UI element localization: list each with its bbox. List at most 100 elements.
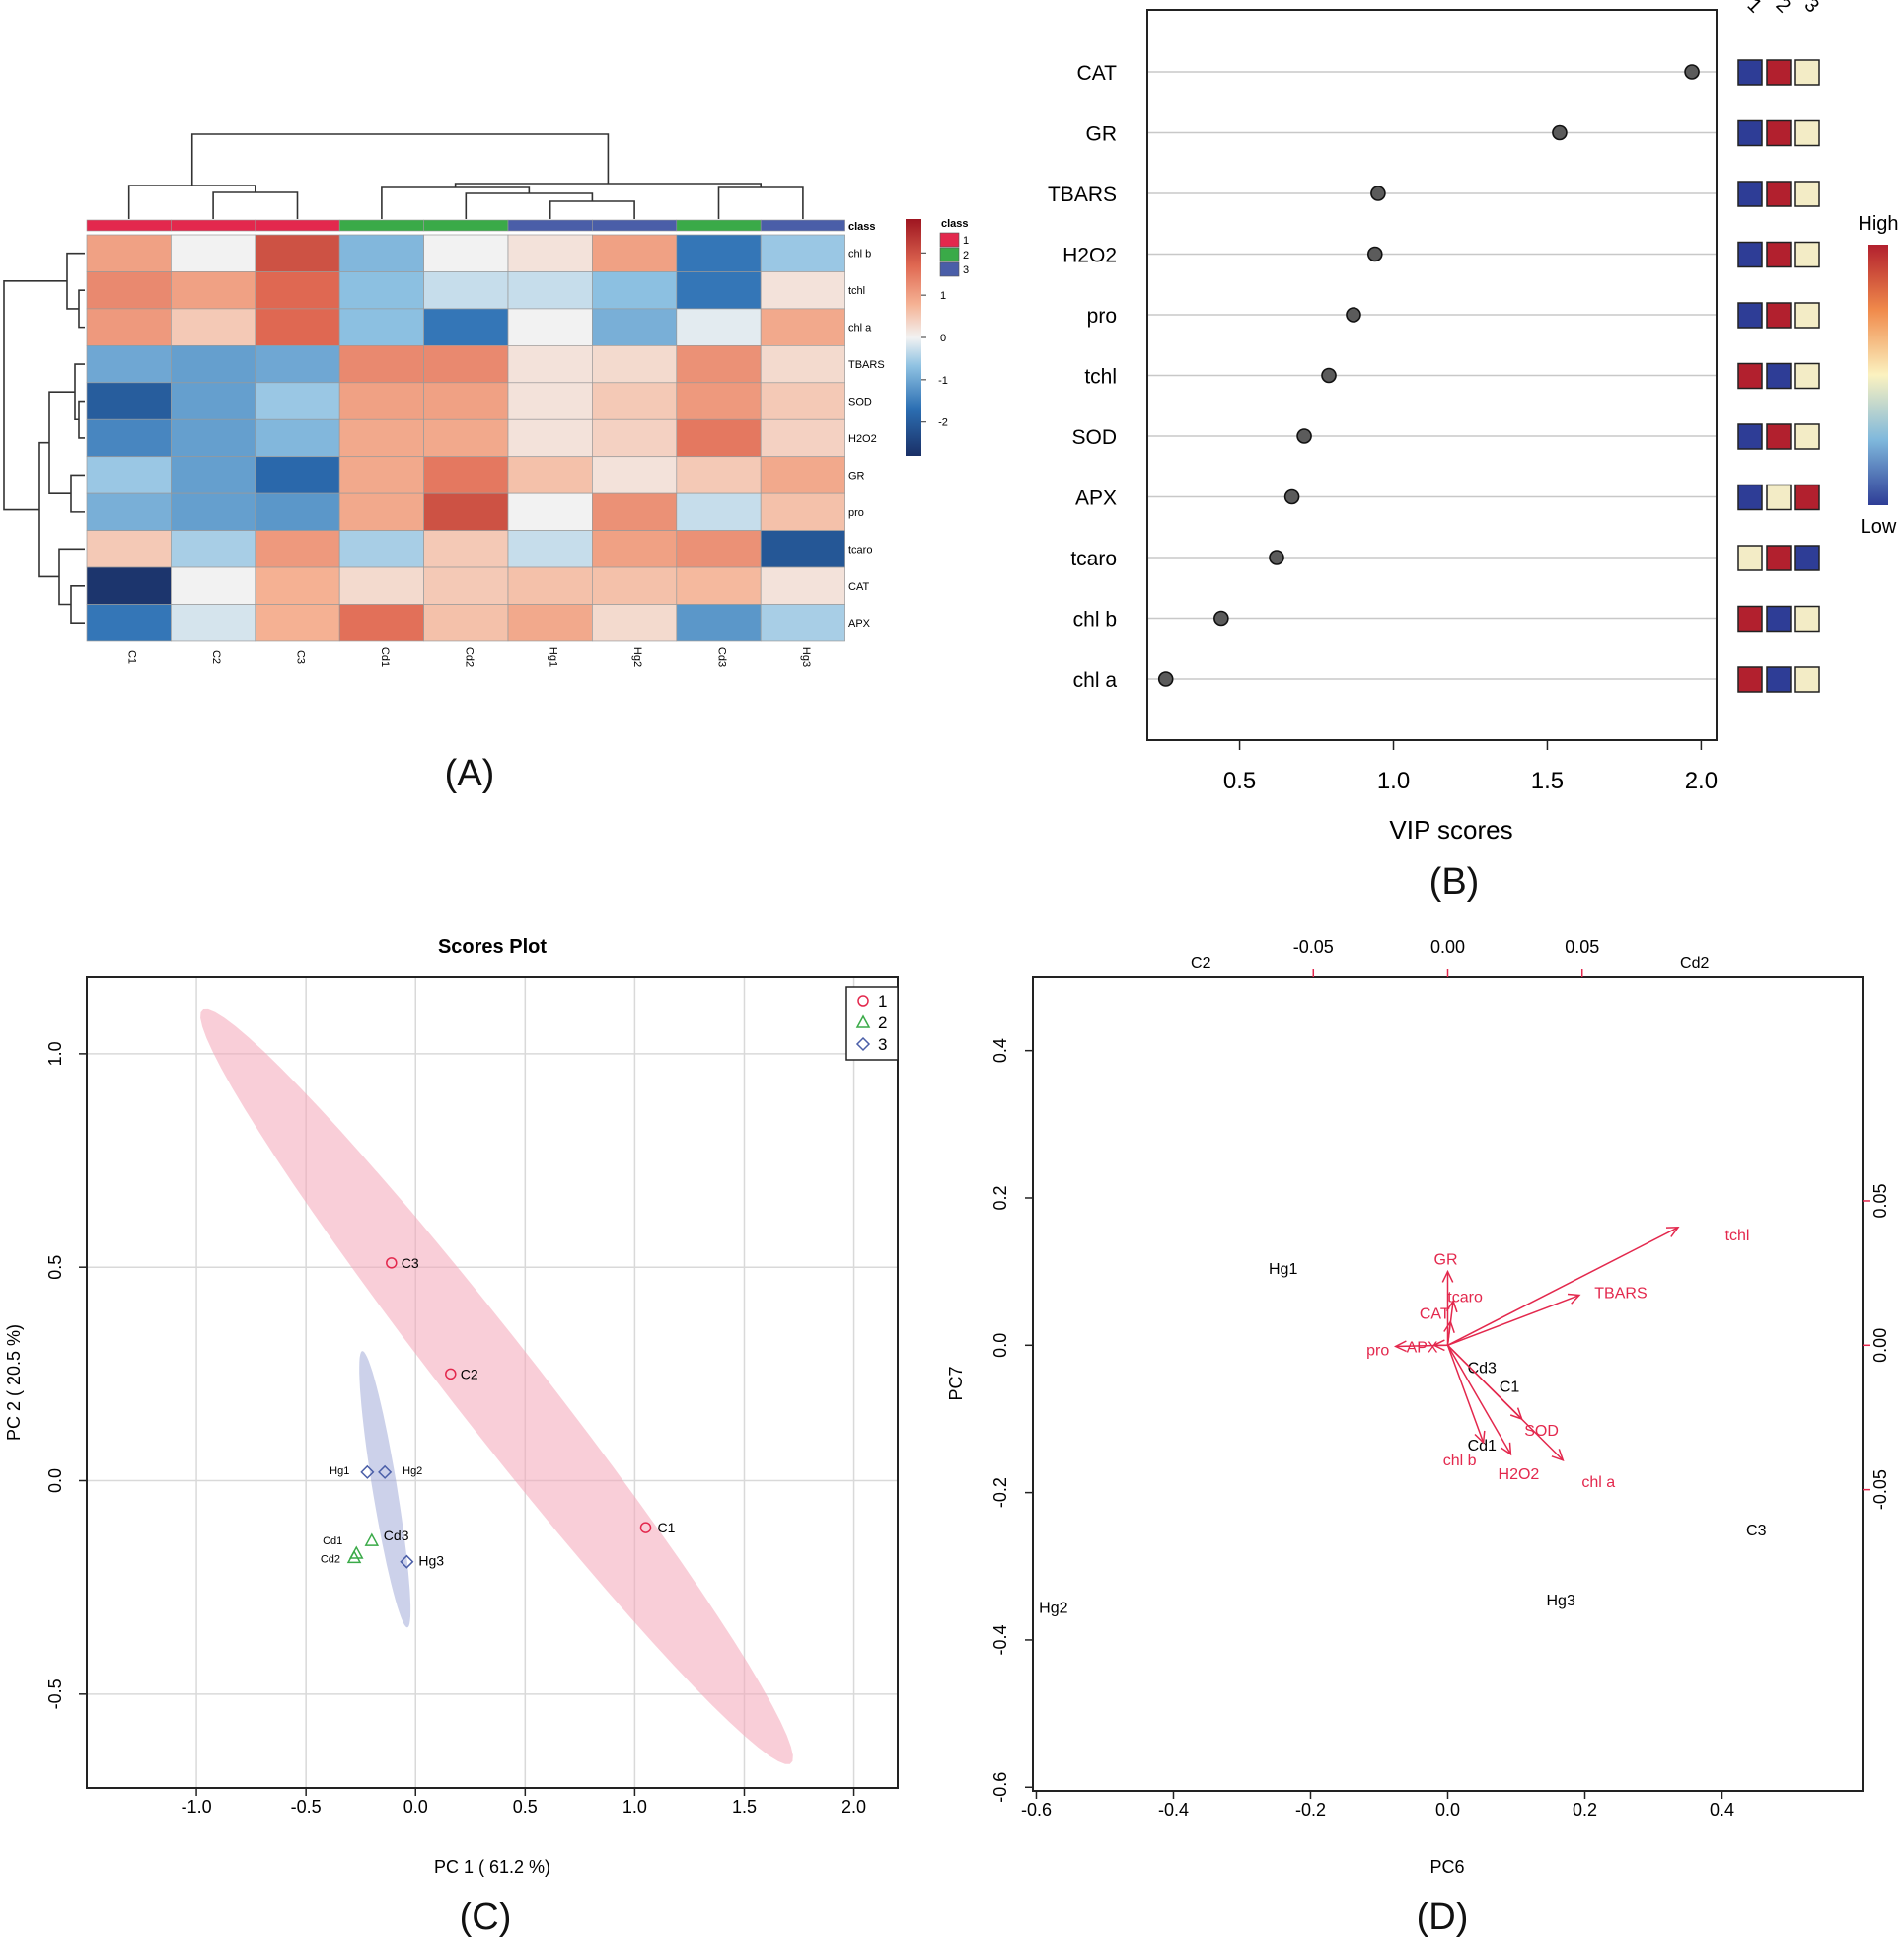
heatmap-cell-tcaro-hg2 <box>592 530 678 568</box>
vip-group-box-chl-b-1 <box>1737 605 1763 633</box>
biplot-loading-label-h2o2: H2O2 <box>1499 1466 1540 1483</box>
heatmap-cell-tbars-cd1 <box>338 345 424 384</box>
scores-ytick-label-2: 0.5 <box>45 1255 65 1280</box>
heatmap-cell-chl-b-c2 <box>171 234 256 272</box>
row-dendrogram-link-6 <box>70 584 85 625</box>
heatmap-cell-sod-cd2 <box>423 382 509 420</box>
vip-group-box-tcaro-3 <box>1794 545 1820 571</box>
heatmap-cell-gr-hg2 <box>592 456 678 494</box>
biplot-yaxis-title: PC7 <box>946 1366 966 1400</box>
scores-point-label-hg2: Hg2 <box>403 1465 422 1477</box>
class-legend-swatch-1 <box>939 232 960 248</box>
column-label-hg1: Hg1 <box>548 647 559 667</box>
heatmap-cell-cat-hg1 <box>507 566 593 605</box>
biplot-right-tick-label-2: 0.05 <box>1870 1183 1890 1218</box>
class-row-label: class <box>848 221 876 233</box>
vip-point-pro <box>1346 307 1361 323</box>
scores-point-label-c3: C3 <box>402 1255 419 1271</box>
vip-feature-label-h2o2: H2O2 <box>1062 245 1117 267</box>
row-dendrogram-link-7 <box>58 548 85 606</box>
heatmap-cell-pro-hg2 <box>592 492 678 531</box>
scores-xtick-label-3: 0.5 <box>513 1797 538 1817</box>
biplot-loading-arrow-chl-a <box>1446 1344 1564 1461</box>
panel-a-heatmap: class chl b tchl chl a TBARS SOD H2O2 GR pro tcar… <box>3 133 969 667</box>
scores-xtick-label-5: 1.5 <box>732 1797 757 1817</box>
biplot-loading-arrowhead-chl-a <box>1551 1449 1565 1462</box>
biplot-sample-label-hg1: Hg1 <box>1269 1261 1297 1278</box>
vip-group-box-gr-3 <box>1794 119 1820 147</box>
vip-point-cat <box>1684 64 1700 80</box>
column-dendrogram-link-7 <box>190 133 610 186</box>
scores-point-cd3 <box>364 1532 380 1546</box>
vip-group-box-tchl-2 <box>1766 362 1792 390</box>
vip-xtick-label-1: 1.0 <box>1377 768 1410 794</box>
biplot-loading-label-apx: APX <box>1407 1339 1438 1356</box>
heatmap-cell-chl-a-cd3 <box>676 308 762 346</box>
vip-colorbar-high-label: High <box>1858 213 1898 235</box>
row-label-chl-a: chl a <box>848 323 872 335</box>
column-dendrogram-link-1 <box>127 185 256 219</box>
biplot-loading-label-cat: CAT <box>1420 1305 1450 1322</box>
vip-point-chl-b <box>1213 610 1229 627</box>
heatmap-cell-tchl-c1 <box>86 271 172 310</box>
vip-feature-label-apx: APX <box>1075 487 1117 510</box>
class-bar-cell-hg2 <box>592 219 678 232</box>
heatmap-cell-cat-cd1 <box>338 566 424 605</box>
heatmap-cell-gr-hg3 <box>760 456 845 494</box>
biplot-xtick-label-3: 0.0 <box>1435 1800 1460 1820</box>
column-label-cd2: Cd2 <box>463 647 475 667</box>
vip-colorbar-low-label: Low <box>1861 516 1897 538</box>
biplot-loading-arrowhead-tchl <box>1665 1227 1680 1237</box>
scores-point-label-c2: C2 <box>461 1366 478 1381</box>
biplot-loading-arrow-cat <box>1446 1321 1452 1346</box>
vip-group-box-tcaro-2 <box>1766 545 1792 571</box>
class-legend-title: class <box>941 218 969 230</box>
biplot-loading-label-chl-b: chl b <box>1443 1453 1477 1469</box>
scores-legend-label-2: 2 <box>878 1013 887 1032</box>
heatmap-cell-tchl-c3 <box>255 271 340 310</box>
heatmap-cell-tbars-cd2 <box>423 345 509 384</box>
vip-feature-label-sod: SOD <box>1071 426 1117 449</box>
heatmap-cell-chl-a-c2 <box>171 308 256 346</box>
heatmap-cell-apx-cd3 <box>676 604 762 642</box>
biplot-ytick-label-5: 0.4 <box>990 1038 1010 1063</box>
vip-group-box-tchl-1 <box>1737 362 1763 390</box>
heatmap-cell-tcaro-c1 <box>86 530 172 568</box>
heatmap-cell-apx-cd1 <box>338 604 424 642</box>
scores-legend-marker-2 <box>855 1014 871 1028</box>
column-label-c3: C3 <box>295 650 307 664</box>
heatmap-cell-h2o2-c1 <box>86 418 172 458</box>
vip-group-box-tbars-2 <box>1766 181 1792 207</box>
heatmap-cell-tcaro-cd1 <box>338 530 424 568</box>
biplot-loading-label-pro: pro <box>1366 1342 1389 1359</box>
heatmap-cell-tchl-cd1 <box>338 271 424 310</box>
vip-group-box-chl-a-3 <box>1794 666 1820 693</box>
vip-point-apx <box>1283 488 1300 505</box>
vip-feature-label-tchl: tchl <box>1084 366 1117 389</box>
heatmap-cell-h2o2-cd1 <box>338 418 424 458</box>
vip-group-box-gr-2 <box>1766 119 1792 147</box>
heatmap-cell-chl-b-c1 <box>86 234 172 272</box>
biplot-xtick-label-1: -0.4 <box>1158 1800 1189 1820</box>
row-label-h2o2: H2O2 <box>848 433 877 445</box>
heatmap-cell-tbars-hg1 <box>507 345 593 384</box>
heatmap-cell-tbars-c3 <box>255 345 340 384</box>
biplot-loading-arrowhead-chl-b <box>1474 1430 1486 1445</box>
biplot-loading-label-chl-a: chl a <box>1581 1474 1615 1491</box>
column-label-hg3: Hg3 <box>800 647 812 667</box>
scores-point-label-hg3: Hg3 <box>418 1553 444 1569</box>
row-label-tbars: TBARS <box>848 359 885 371</box>
vip-group-box-sod-2 <box>1766 423 1792 450</box>
heatmap-cell-chl-a-c1 <box>86 308 172 346</box>
heatmap-cell-apx-c3 <box>255 604 340 642</box>
column-label-cd3: Cd3 <box>716 647 728 667</box>
vip-group-box-chl-b-2 <box>1766 605 1792 633</box>
heatmap-cell-sod-hg2 <box>592 382 678 420</box>
scores-point-hg3 <box>400 1554 414 1569</box>
vip-group-box-chl-a-1 <box>1737 666 1763 693</box>
biplot-ytick-label-3: 0.0 <box>990 1333 1010 1358</box>
heatmap-cell-h2o2-c3 <box>255 418 340 458</box>
heatmap-cell-chl-a-cd2 <box>423 308 509 346</box>
scores-xaxis-title: PC 1 ( 61.2 %) <box>434 1857 550 1877</box>
